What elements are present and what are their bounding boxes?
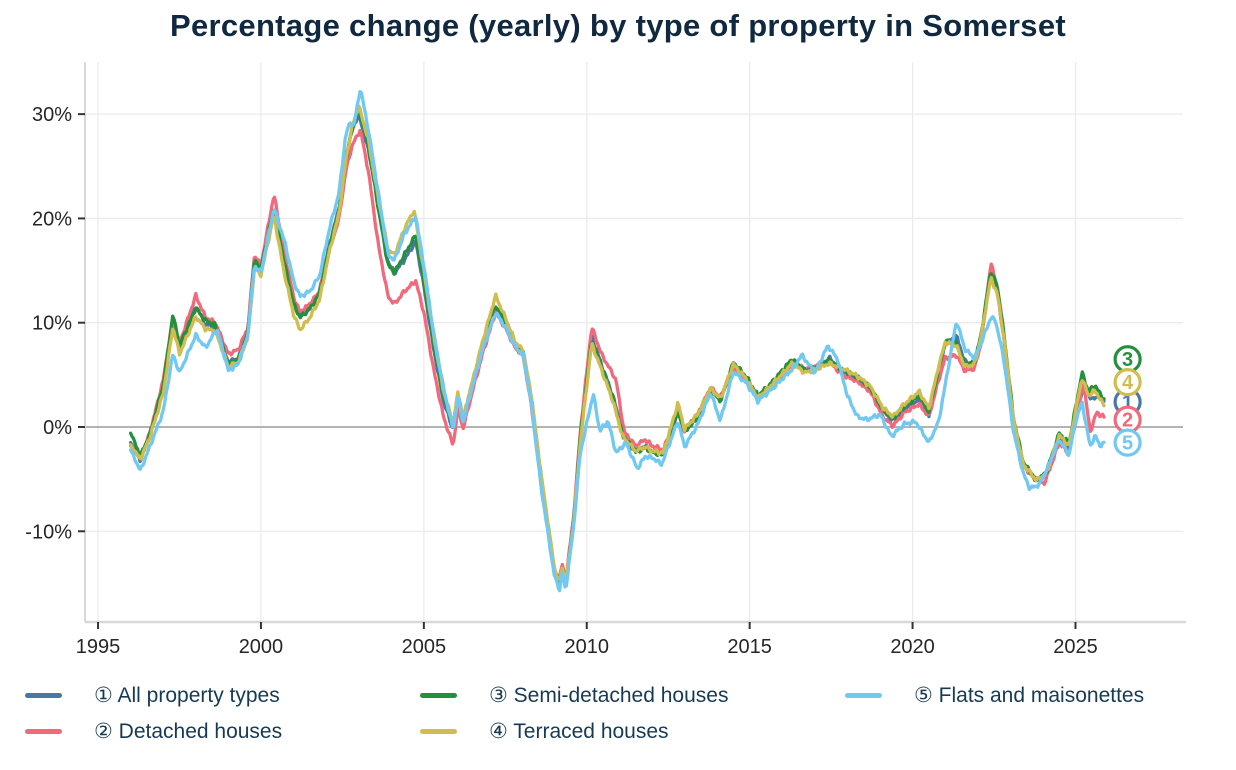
y-tick-label: 10% <box>32 313 72 335</box>
x-tick-label: 2020 <box>890 636 935 658</box>
end-label-circle-terraced <box>1113 368 1142 397</box>
y-tick-label: -10% <box>25 521 72 543</box>
end-label-number-terraced: 4 <box>1122 372 1134 394</box>
end-label-number-all: 1 <box>1122 392 1133 414</box>
chart-title: Percentage change (yearly) by type of pr… <box>169 8 1066 43</box>
end-label-number-semi: 3 <box>1122 349 1133 371</box>
x-tick-label: 2000 <box>239 636 284 658</box>
x-tick-label: 2025 <box>1053 636 1098 658</box>
x-tick-label: 2005 <box>402 636 447 658</box>
y-tick-label: 0% <box>43 417 72 439</box>
end-label-number-detached: 2 <box>1122 410 1133 432</box>
series-line-flats <box>128 89 1106 593</box>
end-label-number-flats: 5 <box>1122 433 1133 455</box>
x-tick-label: 2010 <box>565 636 610 658</box>
series-line-terraced <box>128 104 1106 585</box>
y-tick-label: 30% <box>32 104 72 126</box>
y-tick-label: 20% <box>32 208 72 230</box>
end-label-circle-flats <box>1113 428 1142 457</box>
series-line-detached <box>128 128 1106 582</box>
x-tick-label: 2015 <box>727 636 772 658</box>
x-tick-label: 1995 <box>76 636 121 658</box>
